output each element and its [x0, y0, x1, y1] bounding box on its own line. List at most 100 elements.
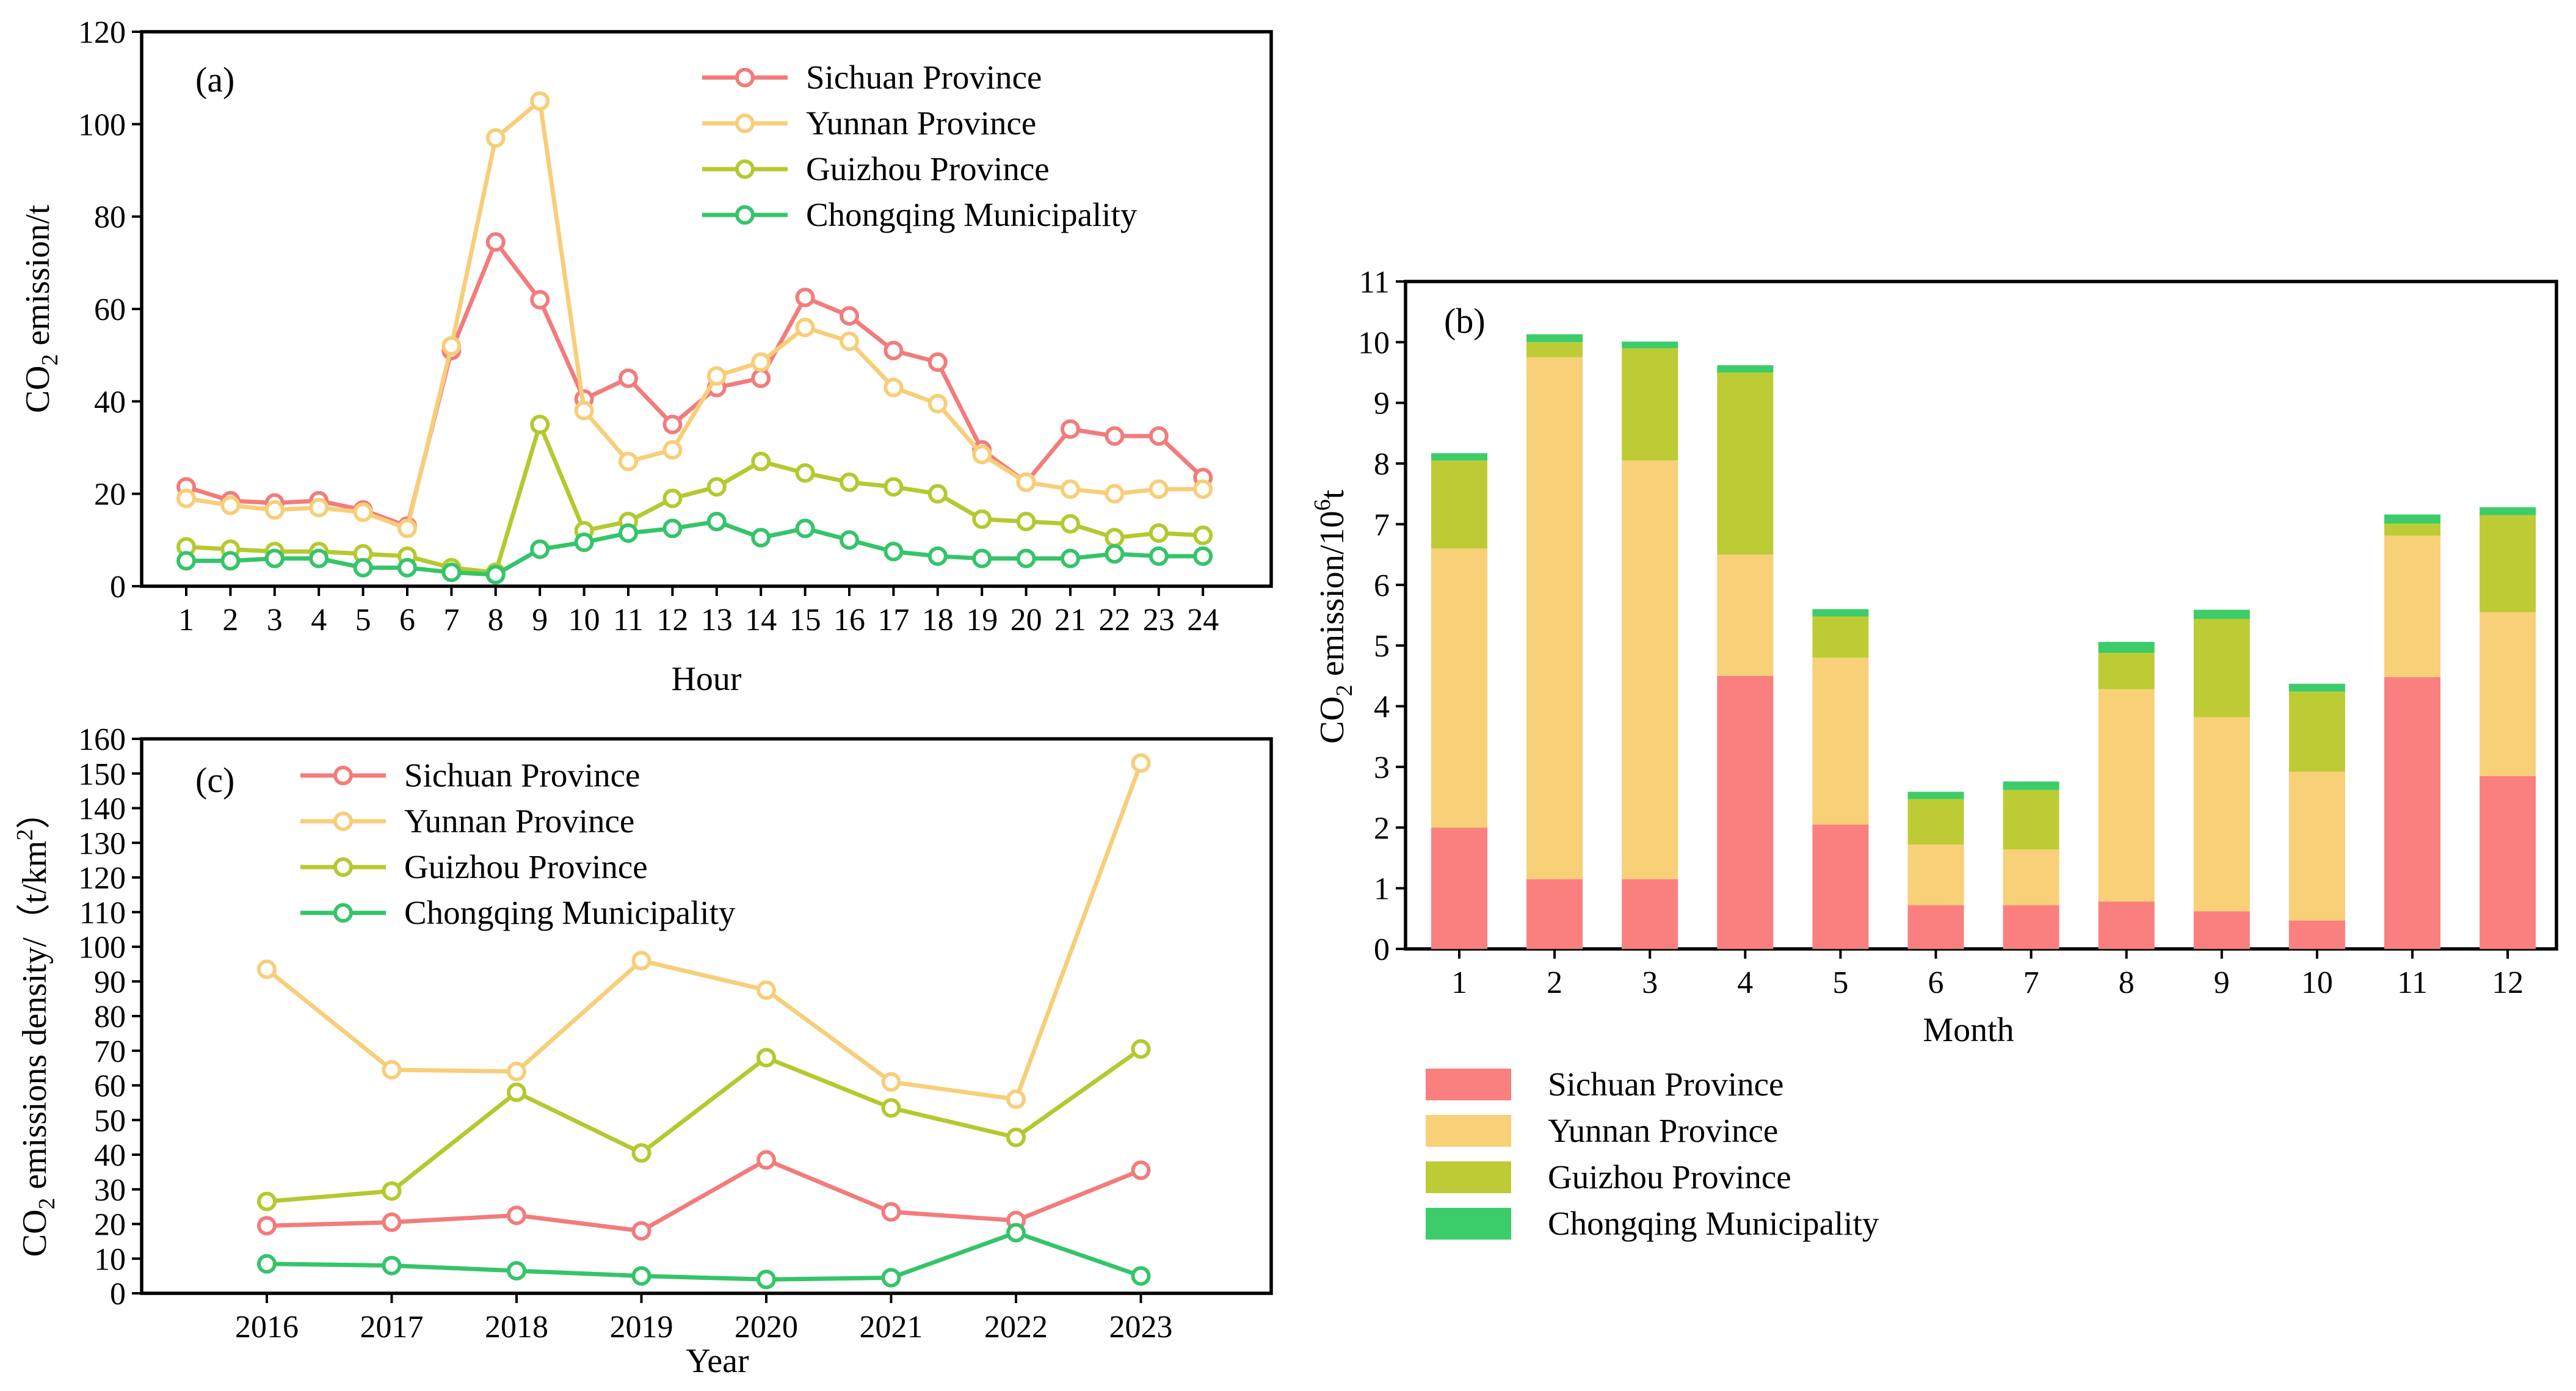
panel-b-y-tick-label: 5 [1374, 629, 1390, 664]
panel-a-point-yunnan-province [1061, 479, 1080, 499]
panel-b-y-ticks: 0 1 2 3 4 5 6 7 8 9 10 11 [1358, 265, 1406, 967]
panel-a-point-guizhou-province [972, 509, 992, 529]
panel-a-ylabel-rest: emission/t [19, 205, 57, 354]
panel-c-series-chongqing-municipality [257, 1222, 1151, 1290]
panel-a-point-yunnan-province [972, 445, 992, 465]
panel-a-x-tick-label: 19 [966, 603, 998, 637]
panel-a-point-yunnan-province [1193, 479, 1213, 499]
panel-b-x-tick-label: 11 [2397, 965, 2428, 1000]
panel-b-bar-group-month-12 [2480, 507, 2536, 949]
panel-a-y-tick-label: 100 [78, 107, 126, 142]
panel-c-point-guizhou-province [756, 1048, 776, 1068]
panel-b-bar-segment-chongqing-municipality [1431, 453, 1487, 461]
panel-c-y-tick-label: 40 [94, 1138, 126, 1173]
panel-a-y-tick-label: 60 [94, 292, 126, 327]
panel-b-bar-group-month-3 [1622, 341, 1678, 949]
panel-b-bar-segment-sichuan-province [2480, 775, 2536, 949]
panel-a-point-chongqing-municipality [1016, 548, 1036, 568]
panel-a-point-guizhou-province [751, 451, 771, 471]
panel-b-legend-swatch [1426, 1069, 1511, 1100]
panel-b-bar-group-month-8 [2098, 642, 2155, 949]
panel-a-x-tick-label: 12 [656, 603, 688, 637]
panel-c-point-sichuan-province [1131, 1160, 1151, 1180]
panel-a-point-chongqing-municipality [441, 562, 462, 583]
panel-b-bar-segment-sichuan-province [1717, 675, 1774, 949]
panel-b-legend-swatch [1426, 1208, 1511, 1240]
panel-b-bar-segment-guizhou-province [1526, 342, 1583, 358]
panel-b-bar-segment-sichuan-province [1812, 824, 1869, 949]
panel-c-y-tick-label: 120 [78, 861, 126, 896]
panel-b-bar-segment-sichuan-province [2384, 677, 2440, 949]
panel-b-legend-item-yunnan-province: Yunnan Province [1426, 1112, 1778, 1149]
panel-c-point-guizhou-province [1131, 1039, 1151, 1059]
panel-a-x-tick-label: 5 [355, 603, 371, 637]
panel-a-point-chongqing-municipality [485, 565, 506, 585]
panel-a-point-sichuan-province [485, 232, 506, 252]
panel-b-bar-segment-guizhou-province [1812, 616, 1869, 658]
panel-a-x-tick-label: 7 [443, 603, 459, 637]
panel-b-legend-label: Yunnan Province [1548, 1112, 1778, 1149]
panel-b-bar-segment-chongqing-municipality [2098, 642, 2155, 653]
panel-b-bar-group-month-4 [1717, 365, 1774, 949]
panel-a-point-chongqing-municipality [220, 551, 241, 571]
panel-a-point-yunnan-province [927, 394, 948, 414]
panel-b-legend-label: Sichuan Province [1548, 1066, 1783, 1103]
panel-a-y-tick-label: 120 [78, 15, 126, 50]
panel-c-point-chongqing-municipality [631, 1266, 651, 1286]
panel-b-bar-group-month-10 [2288, 683, 2345, 949]
panel-c-ylabel-main: CO [16, 1210, 54, 1257]
panel-c-point-yunnan-province [1131, 753, 1151, 773]
panel-a-x-tick-label: 18 [922, 603, 954, 637]
panel-b-x-tick-label: 5 [1832, 965, 1848, 1000]
panel-a-point-yunnan-province [176, 488, 196, 509]
panel-a-point-chongqing-municipality [927, 546, 948, 566]
panel-a-x-tick-label: 9 [532, 603, 548, 637]
panel-c-y-tick-label: 160 [78, 722, 126, 757]
panel-b-bar-segment-chongqing-municipality [1717, 365, 1774, 373]
panel-b-bar-segment-yunnan-province [2480, 612, 2536, 776]
panel-a-point-guizhou-province [1193, 525, 1213, 545]
panel-b-legend-label: Chongqing Municipality [1548, 1205, 1879, 1242]
panel-a-point-yunnan-province [353, 502, 373, 522]
panel-a-point-chongqing-municipality [840, 530, 859, 550]
panel-b-bar-segment-guizhou-province [2193, 619, 2250, 717]
panel-a-series [176, 91, 1213, 585]
panel-a-point-yunnan-province [220, 495, 241, 515]
panel-b-bar-segment-chongqing-municipality [2480, 507, 2536, 515]
panel-c-x-tick-label: 2023 [1109, 1310, 1173, 1345]
panel-b-x-tick-label: 7 [2023, 965, 2039, 1000]
panel-c-y-tick-label: 70 [94, 1034, 126, 1069]
panel-b-y-tick-label: 1 [1374, 872, 1390, 907]
panel-b-legend-swatch [1426, 1115, 1511, 1147]
panel-c-x-tick-label: 2021 [860, 1310, 923, 1345]
panel-c-y-tick-label: 60 [94, 1069, 126, 1104]
panel-a-point-chongqing-municipality [795, 518, 815, 539]
panel-b-y-axis-label: CO2 emission/106t [1310, 490, 1357, 744]
panel-b-y-tick-label: 3 [1374, 750, 1390, 785]
panel-a-legend-item-guizhou-province: Guizhou Province [702, 150, 1050, 187]
panel-c-point-sichuan-province [257, 1216, 277, 1236]
panel-a-point-sichuan-province [619, 368, 638, 388]
panel-b-legend-item-chongqing-municipality: Chongqing Municipality [1426, 1205, 1879, 1242]
panel-a-y-tick-label: 80 [94, 200, 126, 235]
panel-c-point-sichuan-province [756, 1150, 776, 1170]
panel-b-x-tick-label: 9 [2214, 965, 2230, 1000]
panel-c-ylabel-sup: 2 [12, 829, 38, 841]
panel-a-point-yunnan-province [706, 366, 727, 386]
panel-b-y-tick-label: 7 [1374, 507, 1390, 542]
panel-c-point-chongqing-municipality [1006, 1222, 1026, 1243]
panel-c-legend-marker [333, 857, 353, 877]
panel-a-tag: (a) [195, 60, 234, 100]
panel-c-series-guizhou-province [257, 1039, 1151, 1211]
panel-c-point-guizhou-province [1006, 1127, 1026, 1147]
panel-a-point-chongqing-municipality [1105, 544, 1125, 564]
panel-b-bar-segment-guizhou-province [2003, 790, 2059, 850]
panel-c-y-tick-label: 20 [94, 1208, 126, 1243]
panel-b-y-tick-label: 10 [1358, 325, 1390, 360]
panel-b-x-tick-label: 2 [1547, 965, 1562, 1000]
panel-b-x-tick-label: 3 [1642, 965, 1658, 1000]
panel-a-y-tick-label: 40 [94, 385, 126, 419]
panel-b-x-tick-label: 12 [2492, 965, 2523, 1000]
